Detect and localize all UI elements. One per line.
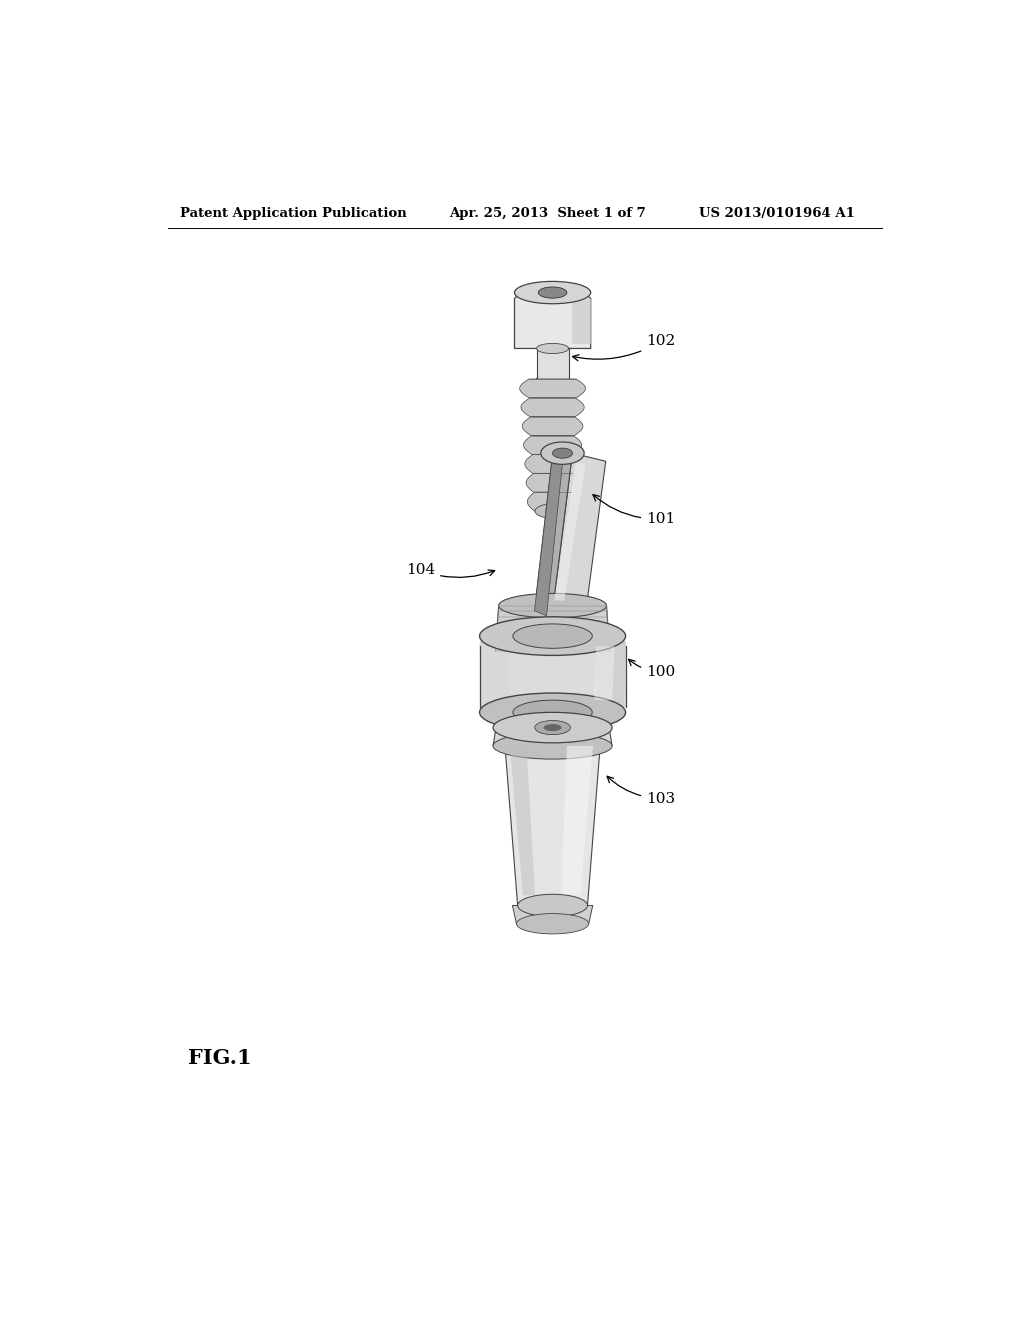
Polygon shape: [535, 453, 572, 611]
Text: 103: 103: [607, 776, 676, 805]
Text: Patent Application Publication: Patent Application Publication: [179, 207, 407, 220]
Ellipse shape: [479, 693, 626, 731]
Polygon shape: [525, 454, 581, 474]
Text: Apr. 25, 2013  Sheet 1 of 7: Apr. 25, 2013 Sheet 1 of 7: [450, 207, 646, 220]
Text: 101: 101: [593, 495, 676, 527]
Text: US 2013/0101964 A1: US 2013/0101964 A1: [699, 207, 855, 220]
Ellipse shape: [525, 671, 581, 682]
Polygon shape: [479, 642, 626, 708]
Text: 104: 104: [406, 564, 495, 577]
Polygon shape: [512, 906, 593, 924]
Polygon shape: [526, 474, 579, 492]
Polygon shape: [496, 606, 609, 651]
Polygon shape: [596, 642, 626, 708]
Ellipse shape: [535, 504, 570, 519]
Ellipse shape: [541, 442, 584, 465]
Text: FIG.1: FIG.1: [187, 1048, 251, 1068]
Ellipse shape: [518, 894, 588, 916]
Polygon shape: [594, 647, 614, 700]
Polygon shape: [494, 727, 612, 746]
Polygon shape: [510, 746, 536, 895]
Ellipse shape: [537, 374, 568, 384]
Ellipse shape: [537, 343, 568, 354]
Polygon shape: [521, 397, 584, 417]
Text: 100: 100: [629, 659, 676, 678]
Ellipse shape: [499, 594, 606, 618]
Ellipse shape: [513, 700, 592, 725]
Polygon shape: [527, 492, 578, 511]
Polygon shape: [571, 298, 591, 345]
Ellipse shape: [539, 286, 567, 298]
Polygon shape: [523, 436, 582, 454]
Text: 102: 102: [572, 334, 676, 360]
Ellipse shape: [535, 721, 570, 735]
Ellipse shape: [494, 733, 612, 759]
Ellipse shape: [525, 643, 581, 655]
Polygon shape: [528, 379, 577, 511]
Polygon shape: [561, 746, 593, 895]
Ellipse shape: [513, 624, 592, 648]
Polygon shape: [537, 348, 568, 379]
Ellipse shape: [494, 713, 612, 743]
Ellipse shape: [544, 725, 561, 731]
Polygon shape: [522, 417, 583, 436]
Polygon shape: [553, 453, 606, 611]
Ellipse shape: [514, 281, 591, 304]
Polygon shape: [520, 379, 586, 397]
Polygon shape: [535, 458, 562, 616]
Ellipse shape: [516, 913, 589, 935]
Polygon shape: [479, 642, 509, 708]
Ellipse shape: [496, 639, 609, 664]
Polygon shape: [524, 648, 581, 677]
Ellipse shape: [553, 447, 572, 458]
Polygon shape: [554, 463, 586, 601]
Polygon shape: [514, 293, 591, 348]
Polygon shape: [505, 746, 600, 906]
Ellipse shape: [479, 616, 626, 656]
